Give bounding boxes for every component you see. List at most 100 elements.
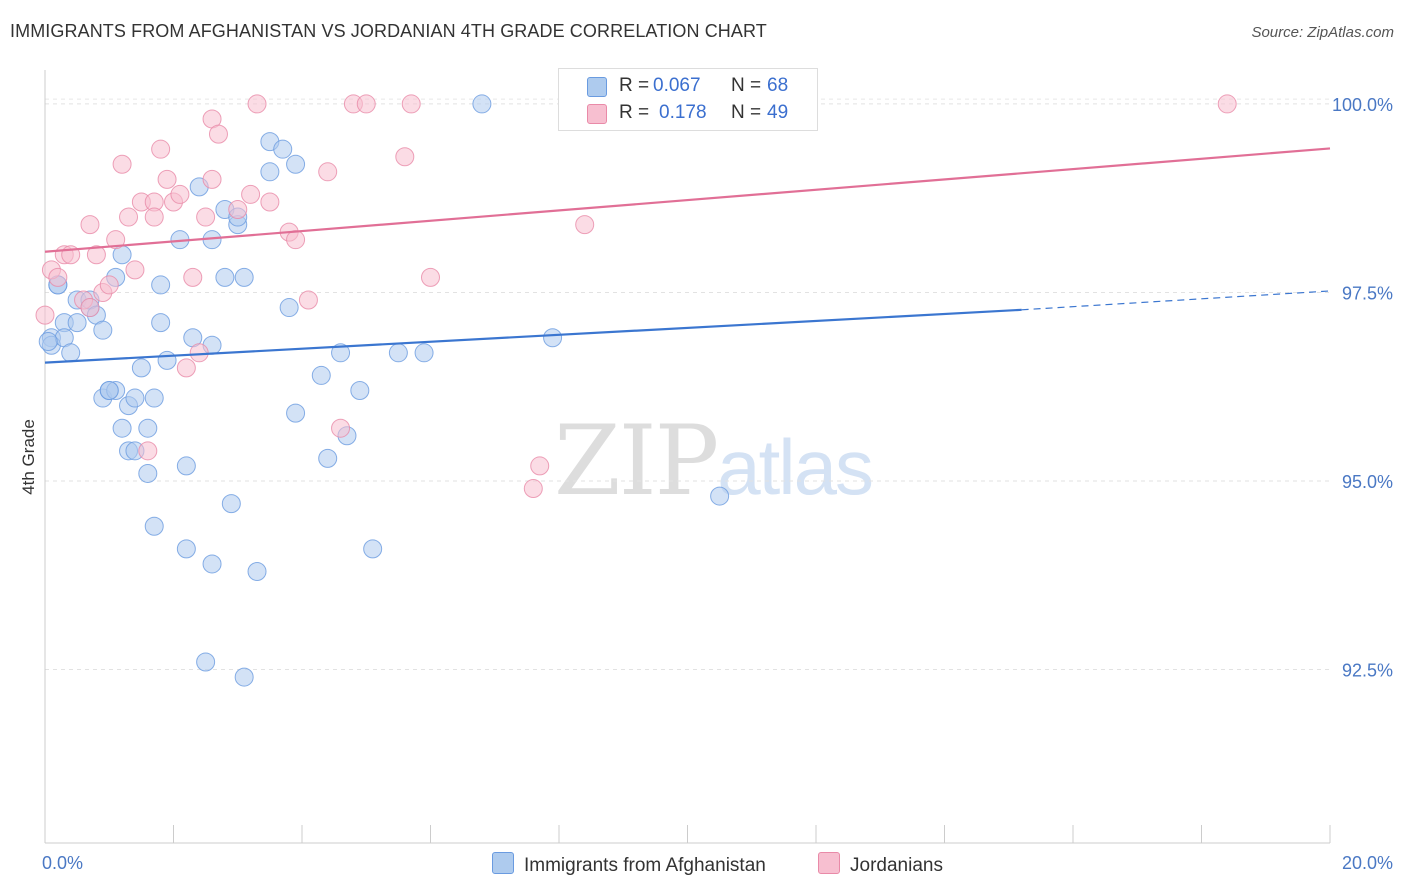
legend-row-jordanians: R = 0.178 N = 49 (559, 102, 817, 126)
jordanian-point (176, 358, 196, 378)
jordanian-point (260, 192, 280, 212)
afghanistan-point (138, 418, 158, 438)
watermark-atlas: atlas (717, 423, 874, 511)
jordanian-point (99, 275, 119, 295)
jordanian-point (395, 147, 415, 167)
watermark: ZIPatlas (554, 405, 874, 517)
afghanistan-point (260, 162, 280, 182)
afghanistan-point (286, 154, 306, 174)
jordanian-point (157, 169, 177, 189)
jordanian-point (228, 200, 248, 220)
afghanistan-point (472, 94, 492, 114)
jordanian-point (202, 169, 222, 189)
legend-swatch-afghanistan (587, 77, 607, 97)
point-layer (35, 94, 1237, 687)
afghanistan-point (543, 328, 563, 348)
jordanian-point (119, 207, 139, 227)
y-tick-label: 100.0% (1332, 95, 1393, 115)
bottom-legend-jordanians: Jordanians (818, 852, 943, 877)
x-tick-label: 0.0% (42, 853, 83, 873)
jordanian-point (35, 305, 55, 325)
trend-layer (44, 147, 1331, 364)
legend-n-value: 49 (767, 102, 789, 123)
legend-n-label: N = (731, 102, 762, 123)
jordanian-point (170, 184, 190, 204)
afghanistan-point (176, 456, 196, 476)
afghanistan-point (125, 388, 145, 408)
afghanistan-point (350, 381, 370, 401)
jordanian-point (241, 184, 261, 204)
bottom-legend-afghanistan: Immigrants from Afghanistan (492, 852, 766, 877)
afghanistan-point (202, 554, 222, 574)
jordanian-point (189, 343, 209, 363)
afghanistan-point (138, 463, 158, 483)
afghanistan-trend-line (44, 308, 1022, 364)
grid-layer (45, 98, 1330, 671)
correlation-legend: R = 0.067 N = 68 R = 0.178 N = 49 (558, 68, 818, 131)
jordanian-point (298, 290, 318, 310)
afghanistan-point (279, 298, 299, 318)
jordanian-point (196, 207, 216, 227)
afghanistan-point (144, 388, 164, 408)
afghanistan-point (331, 343, 351, 363)
jordanian-point (1217, 94, 1237, 114)
jordanian-point (318, 162, 338, 182)
jordanian-point (523, 479, 543, 499)
afghanistan-point (273, 139, 293, 159)
jordanian-point (80, 298, 100, 318)
afghanistan-point (414, 343, 434, 363)
jordanian-point (331, 418, 351, 438)
legend-r-value: 0.178 (659, 102, 707, 123)
jordanian-point (144, 207, 164, 227)
jordanian-point (183, 267, 203, 287)
afghanistan-point (318, 448, 338, 468)
afghanistan-point (93, 320, 113, 340)
afghanistan-point (157, 350, 177, 370)
jordanian-point (151, 139, 171, 159)
legend-r-label: R = (619, 102, 650, 123)
legend-r-value: 0.067 (653, 75, 701, 96)
afghanistan-point (99, 381, 119, 401)
afghanistan-point (234, 667, 254, 687)
y-tick-label: 92.5% (1342, 661, 1393, 681)
afghanistan-point (151, 275, 171, 295)
afghanistan-point (112, 418, 132, 438)
jordanian-point (575, 215, 595, 235)
bottom-legend-label-jordanians: Jordanians (850, 855, 943, 876)
jordanian-point (112, 154, 132, 174)
afghanistan-point (67, 313, 87, 333)
jordanian-point (208, 124, 228, 144)
afghanistan-point (176, 539, 196, 559)
legend-swatch-jordanians (587, 104, 607, 124)
jordanian-point (86, 245, 106, 265)
chart-title: IMMIGRANTS FROM AFGHANISTAN VS JORDANIAN… (10, 21, 767, 41)
legend-n-label: N = (731, 75, 762, 96)
bottom-legend-swatch-afghanistan (492, 852, 514, 874)
jordanian-point (530, 456, 550, 476)
afghanistan-point (388, 343, 408, 363)
afghanistan-point (221, 494, 241, 514)
afghanistan-point (363, 539, 383, 559)
bottom-legend-label-afghanistan: Immigrants from Afghanistan (524, 855, 766, 876)
jordanian-point (356, 94, 376, 114)
afghanistan-point (311, 365, 331, 385)
jordanian-point (247, 94, 267, 114)
legend-n-value: 68 (767, 75, 789, 96)
afghanistan-point (234, 267, 254, 287)
source-label: Source: ZipAtlas.com (1251, 24, 1394, 41)
jordanian-point (80, 215, 100, 235)
bottom-legend-swatch-jordanians (818, 852, 840, 874)
afghanistan-point (61, 343, 81, 363)
jordanian-point (48, 267, 68, 287)
legend-row-afghanistan: R = 0.067 N = 68 (559, 75, 817, 99)
legend-r-label: R = (619, 75, 650, 96)
afghanistan-point (151, 313, 171, 333)
y-axis-label: 4th Grade (19, 419, 38, 495)
jordanian-point (401, 94, 421, 114)
afghanistan-point (144, 516, 164, 536)
jordanian-point (286, 230, 306, 250)
jordanian-point (421, 267, 440, 287)
y-tick-label: 97.5% (1342, 283, 1393, 303)
afghanistan-point (38, 331, 58, 351)
